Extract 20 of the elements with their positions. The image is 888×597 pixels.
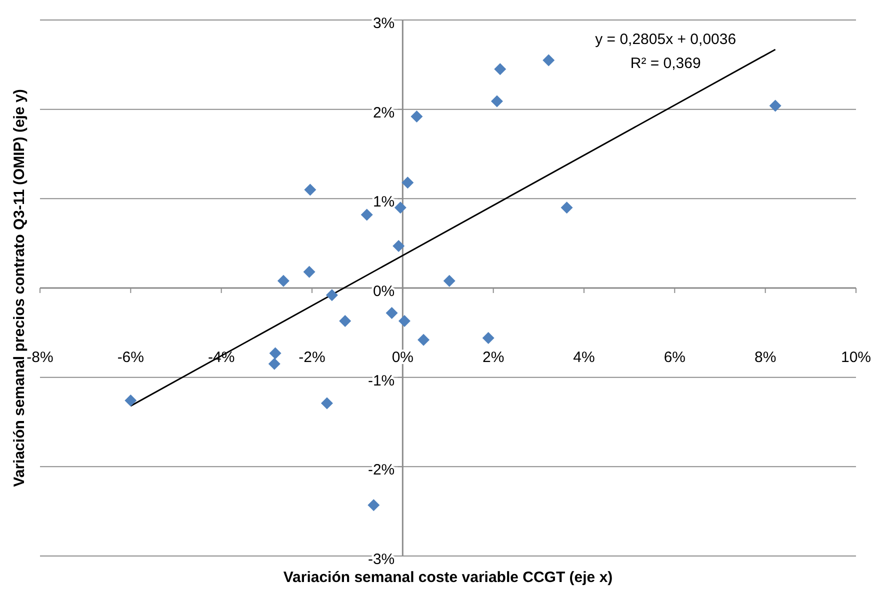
x-tick-label: 8%: [754, 349, 776, 366]
x-tick-label: 4%: [573, 349, 595, 366]
y-tick-label: -3%: [368, 551, 395, 568]
x-tick-label: 0%: [392, 349, 414, 366]
x-tick-label: -6%: [117, 349, 144, 366]
x-tick-label: -2%: [298, 349, 326, 366]
y-tick-label: -1%: [368, 372, 395, 390]
x-tick-label: 10%: [840, 349, 872, 366]
annotation: y = 0,2805x + 0,0036: [595, 31, 736, 48]
x-tick-label: -8%: [26, 349, 54, 366]
annotation: R² = 0,369: [630, 55, 701, 72]
y-axis-title: Variación semanal precios contrato Q3-11 (OMIP) (eje y): [11, 89, 28, 487]
x-tick-label: 6%: [664, 349, 686, 366]
x-tick-label: 2%: [482, 349, 504, 366]
y-tick-label: -2%: [368, 462, 395, 479]
y-tick-label: 0%: [372, 283, 395, 300]
x-axis-title: Variación semanal coste variable CCGT (eje x): [283, 569, 613, 586]
y-tick-label: 1%: [372, 194, 395, 211]
y-tick-label: 3%: [372, 15, 395, 32]
y-tick-label: 2%: [372, 104, 395, 122]
